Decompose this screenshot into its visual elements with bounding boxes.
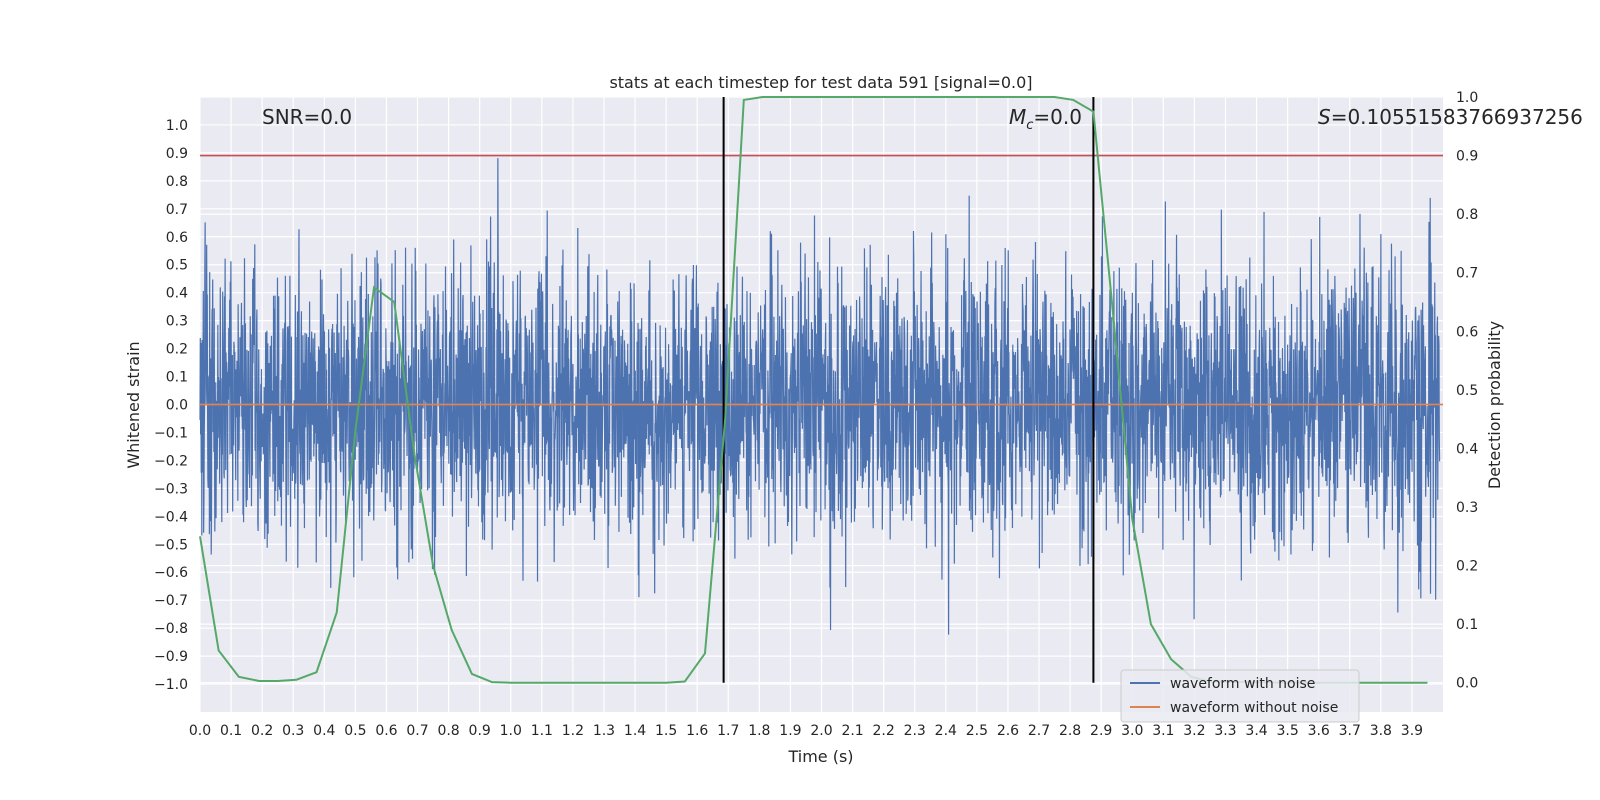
y-tick-label-17: 0.7 [166, 202, 188, 218]
x-tick-label-34: 3.4 [1245, 723, 1267, 739]
x-tick-label-36: 3.6 [1308, 723, 1330, 739]
x-axis-ticks: 0.0 0.1 0.2 0.3 0.4 0.5 0.6 0.7 0.8 0.9 1.0 1.1 1.2 1… [189, 723, 1423, 739]
s-annotation: S=0.10551583766937256 [1318, 105, 1583, 129]
x-tick-label-8: 0.8 [437, 723, 459, 739]
x-tick-label-18: 1.8 [748, 723, 770, 739]
x-tick-label-38: 3.8 [1370, 723, 1392, 739]
x-tick-label-13: 1.3 [593, 723, 615, 739]
x-tick-label-16: 1.6 [686, 723, 708, 739]
vertical-markers [722, 97, 1095, 683]
y-tick-label-18: 0.8 [166, 174, 188, 190]
y-tick-label-9: −0.1 [154, 425, 188, 441]
y-tick-label-11: 0.1 [166, 370, 188, 386]
y-tick-label-7: −0.3 [154, 481, 188, 497]
x-tick-label-15: 1.5 [655, 723, 677, 739]
x-tick-label-21: 2.1 [841, 723, 863, 739]
y-tick-label-15: 0.5 [166, 258, 188, 274]
x-tick-label-27: 2.7 [1028, 723, 1050, 739]
y-tick-label-20: 1.0 [166, 118, 188, 134]
y-axis-label: Whitened strain [124, 341, 143, 468]
x-tick-label-19: 1.9 [779, 723, 801, 739]
x-tick-label-2: 0.2 [251, 723, 273, 739]
x-tick-label-0: 0.0 [189, 723, 211, 739]
yr-tick-label-5: 0.5 [1456, 383, 1478, 399]
chart-title: stats at each timestep for test data 591… [609, 73, 1032, 92]
mc-annotation: Mc=0.0 [1009, 105, 1082, 133]
x-tick-label-12: 1.2 [562, 723, 584, 739]
x-tick-label-28: 2.8 [1059, 723, 1081, 739]
x-tick-label-6: 0.6 [375, 723, 397, 739]
x-tick-label-23: 2.3 [904, 723, 926, 739]
y-tick-label-14: 0.4 [166, 286, 188, 302]
yr-tick-label-0: 0.0 [1456, 676, 1478, 692]
yr-tick-label-3: 0.3 [1456, 500, 1478, 516]
x-tick-label-25: 2.5 [966, 723, 988, 739]
x-tick-label-14: 1.4 [624, 723, 646, 739]
x-tick-label-20: 2.0 [810, 723, 832, 739]
yr-tick-label-8: 0.8 [1456, 207, 1478, 223]
x-tick-label-3: 0.3 [282, 723, 304, 739]
x-tick-label-7: 0.7 [406, 723, 428, 739]
series-detection-probability [199, 96, 1428, 684]
y-tick-label-10: 0.0 [166, 398, 188, 414]
right-y-axis-ticks: 0.0 0.1 0.2 0.3 0.4 0.5 0.6 0.7 0.8 0.9 1.0 [1456, 90, 1478, 692]
y-tick-label-4: −0.6 [154, 565, 188, 581]
yr-tick-label-9: 0.9 [1456, 149, 1478, 165]
y-tick-label-19: 0.9 [166, 146, 188, 162]
y-axis-ticks: −1.0 −0.9 −0.8 −0.7 −0.6 −0.5 −0.4 −0.3 −0.2 −0.1… [154, 118, 188, 693]
y-tick-label-16: 0.6 [166, 230, 188, 246]
x-tick-label-10: 1.0 [500, 723, 522, 739]
legend-label-clean: waveform without noise [1170, 700, 1338, 716]
x-tick-label-1: 0.1 [220, 723, 242, 739]
x-tick-label-11: 1.1 [531, 723, 553, 739]
probability-line [199, 96, 1428, 684]
y-tick-label-2: −0.8 [154, 621, 188, 637]
x-tick-label-17: 1.7 [717, 723, 739, 739]
y-tick-label-13: 0.3 [166, 314, 188, 330]
yr-tick-label-7: 0.7 [1456, 266, 1478, 282]
x-tick-label-9: 0.9 [469, 723, 491, 739]
x-tick-label-26: 2.6 [997, 723, 1019, 739]
y-tick-label-8: −0.2 [154, 453, 188, 469]
yr-tick-label-4: 0.4 [1456, 441, 1478, 457]
legend-label-noise: waveform with noise [1170, 676, 1315, 692]
yr-tick-label-10: 1.0 [1456, 90, 1478, 106]
y-tick-label-6: −0.4 [154, 509, 188, 525]
x-tick-label-4: 0.4 [313, 723, 335, 739]
legend: waveform with noise waveform without noi… [1120, 669, 1360, 723]
yr-tick-label-6: 0.6 [1456, 324, 1478, 340]
x-tick-label-35: 3.5 [1276, 723, 1298, 739]
yr-tick-label-2: 0.2 [1456, 559, 1478, 575]
x-tick-label-32: 3.2 [1183, 723, 1205, 739]
x-tick-label-39: 3.9 [1401, 723, 1423, 739]
x-tick-label-37: 3.7 [1339, 723, 1361, 739]
y-tick-label-3: −0.7 [154, 593, 188, 609]
y-tick-label-12: 0.2 [166, 342, 188, 358]
y-tick-label-1: −0.9 [154, 649, 188, 665]
x-tick-label-29: 2.9 [1090, 723, 1112, 739]
y-tick-label-5: −0.5 [154, 537, 188, 553]
x-tick-label-22: 2.2 [873, 723, 895, 739]
legend-box [1120, 669, 1360, 723]
snr-annotation: SNR=0.0 [262, 105, 352, 129]
right-y-axis-label: Detection probability [1485, 321, 1504, 489]
y-tick-label-0: −1.0 [154, 677, 188, 693]
x-tick-label-31: 3.1 [1152, 723, 1174, 739]
x-axis-label: Time (s) [787, 747, 853, 766]
x-tick-label-33: 3.3 [1214, 723, 1236, 739]
x-tick-label-5: 0.5 [344, 723, 366, 739]
yr-tick-label-1: 0.1 [1456, 617, 1478, 633]
x-tick-label-30: 3.0 [1121, 723, 1143, 739]
x-tick-label-24: 2.4 [935, 723, 957, 739]
